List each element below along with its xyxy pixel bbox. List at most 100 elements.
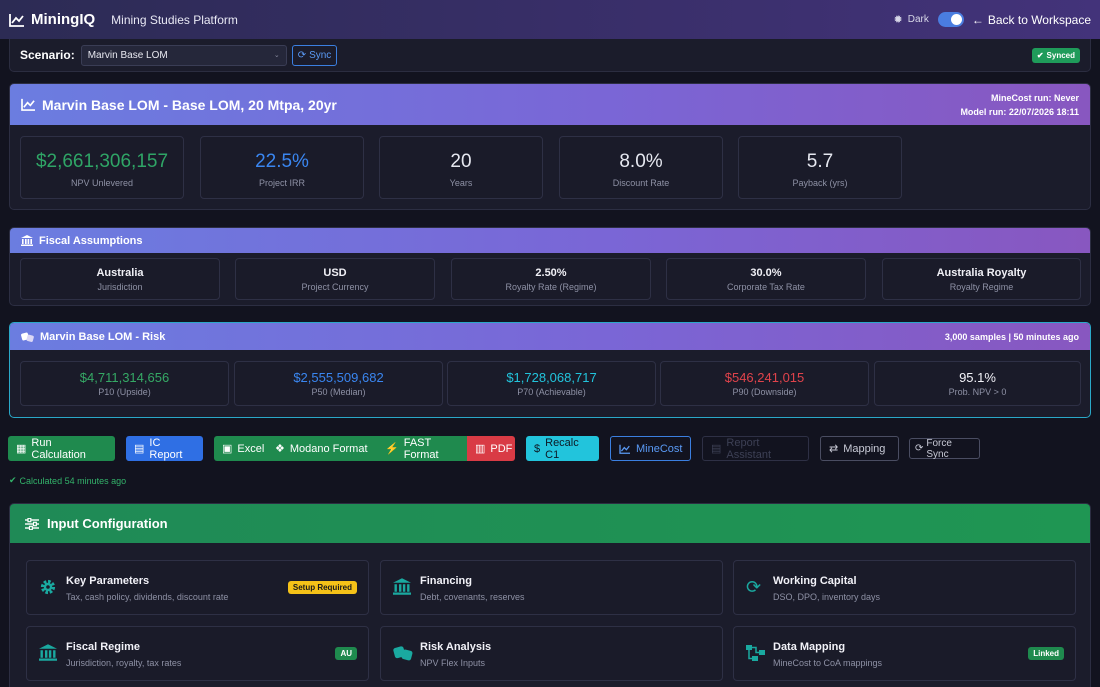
tile-title: Financing <box>420 575 472 587</box>
mapping-button[interactable]: ⇄ Mapping <box>820 436 899 461</box>
run-calculation-button[interactable]: ▦ Run Calculation <box>8 436 115 461</box>
pdf-export-button[interactable]: ▥ PDF <box>467 436 515 461</box>
file-pdf-icon: ▥ <box>475 443 486 455</box>
dark-mode-toggle[interactable] <box>937 12 964 27</box>
sliders-icon <box>25 517 39 530</box>
input-configuration-header: Input Configuration <box>10 504 1090 543</box>
tile-description: MineCost to CoA mappings <box>773 658 883 668</box>
kpi-value: 22.5% <box>255 151 309 172</box>
arrow-left-icon: ← <box>971 12 984 27</box>
risk-value: 95.1% <box>959 370 996 385</box>
tile-key-parameters[interactable]: Key Parameters Tax, cash policy, dividen… <box>26 560 369 615</box>
risk-label: Prob. NPV > 0 <box>948 387 1007 397</box>
risk-title: Marvin Base LOM - Risk <box>40 330 166 343</box>
brand[interactable]: MiningIQ <box>9 11 95 28</box>
setup-required-badge: Setup Required <box>287 581 357 594</box>
tile-fiscal-regime[interactable]: Fiscal Regime Jurisdiction, royalty, tax… <box>26 626 369 681</box>
dice-icon <box>21 331 34 343</box>
sync-icon: ⟳ <box>746 577 762 597</box>
minecost-run-status: MineCost run: Never <box>990 92 1079 103</box>
sync-button-label: Sync <box>309 49 332 61</box>
modano-label: Modano Format <box>289 442 368 455</box>
risk-samples-meta: 3,000 samples | 50 minutes ago <box>944 331 1079 342</box>
input-configuration-card: Input Configuration Key Parameters Tax, … <box>9 503 1091 687</box>
risk-label: P10 (Upside) <box>98 387 151 397</box>
fast-label: FAST Format <box>403 436 439 461</box>
check-circle-icon: ✔ <box>1036 50 1044 60</box>
gear-icon: ✹ <box>893 14 903 26</box>
tile-data-mapping[interactable]: Data Mapping MineCost to CoA mappings Li… <box>733 626 1076 681</box>
ic-report-button[interactable]: ▤ IC Report <box>126 436 203 461</box>
file-icon: ▤ <box>134 443 145 455</box>
calculation-status-label: Calculated 54 minutes ago <box>19 475 127 486</box>
flow-icon <box>746 644 766 664</box>
kpi-value: 20 <box>450 151 472 172</box>
synced-status-badge: ✔ Synced <box>1031 47 1080 63</box>
cubes-icon: ❖ <box>275 443 285 455</box>
excel-export-button[interactable]: ▣ Excel <box>214 436 266 461</box>
kpi-value: $2,661,306,157 <box>35 151 169 172</box>
model-summary-card: Marvin Base LOM - Base LOM, 20 Mtpa, 20y… <box>9 83 1091 210</box>
file-icon: ▤ <box>711 443 722 455</box>
tile-description: Jurisdiction, royalty, tax rates <box>66 658 182 668</box>
risk-value: $4,711,314,656 <box>79 370 170 385</box>
exchange-icon: ⇄ <box>829 443 839 455</box>
fiscal-value: Australia <box>96 267 144 279</box>
fast-format-button[interactable]: ⚡ FAST Format <box>377 436 467 461</box>
risk-card: Marvin Base LOM - Risk 3,000 samples | 5… <box>9 322 1091 418</box>
calculator-icon: ▦ <box>16 443 27 455</box>
model-run-timestamp: Model run: 22/07/2026 18:11 <box>960 106 1079 117</box>
model-summary-header: Marvin Base LOM - Base LOM, 20 Mtpa, 20y… <box>10 84 1090 125</box>
mapping-label: Mapping <box>843 442 886 455</box>
tile-title: Data Mapping <box>773 641 846 653</box>
bank-icon <box>39 644 59 664</box>
kpi-value: 5.7 <box>806 151 834 172</box>
tile-title: Key Parameters <box>66 575 150 587</box>
risk-value: $1,728,068,717 <box>506 370 597 385</box>
kpi-years: 20 Years <box>379 136 543 199</box>
kpi-label: Discount Rate <box>612 178 670 188</box>
chart-line-icon <box>619 444 631 454</box>
minecost-button[interactable]: MineCost <box>610 436 691 461</box>
kpi-payback: 5.7 Payback (yrs) <box>738 136 902 199</box>
risk-label: P50 (Median) <box>311 387 366 397</box>
dollar-icon: $ <box>534 442 541 455</box>
kpi-label: Years <box>449 178 473 188</box>
chevron-down-icon: ⌄ <box>273 52 280 59</box>
tile-working-capital[interactable]: ⟳ Working Capital DSO, DPO, inventory da… <box>733 560 1076 615</box>
scenario-selected-value: Marvin Base LOM <box>87 49 168 61</box>
tile-description: Tax, cash policy, dividends, discount ra… <box>66 592 229 602</box>
risk-p90: $546,241,015 P90 (Downside) <box>660 361 869 406</box>
force-sync-label: Force Sync <box>926 437 952 460</box>
tile-risk-analysis[interactable]: Risk Analysis NPV Flex Inputs <box>380 626 723 681</box>
fiscal-item-tax-rate: 30.0% Corporate Tax Rate <box>666 258 866 300</box>
force-sync-button[interactable]: ⟳ Force Sync <box>909 437 980 460</box>
modano-format-button[interactable]: ❖ Modano Format <box>266 436 377 461</box>
brand-name: MiningIQ <box>31 11 96 28</box>
fiscal-label: Jurisdiction <box>97 282 143 292</box>
risk-p50: $2,555,509,682 P50 (Median) <box>234 361 443 406</box>
tile-title: Risk Analysis <box>420 641 492 653</box>
refresh-icon: ⟳ <box>915 443 924 454</box>
risk-label: P90 (Downside) <box>732 387 797 397</box>
scenario-label: Scenario: <box>20 48 75 62</box>
risk-prob-npv: 95.1% Prob. NPV > 0 <box>874 361 1081 406</box>
fiscal-title-wrap: Fiscal Assumptions <box>21 235 143 247</box>
kpi-project-irr: 22.5% Project IRR <box>200 136 364 199</box>
fiscal-label: Royalty Regime <box>949 282 1014 292</box>
scenario-select[interactable]: Marvin Base LOM ⌄ <box>80 44 287 66</box>
gear-icon <box>39 578 59 598</box>
minecost-label: MineCost <box>636 442 683 455</box>
risk-value: $546,241,015 <box>724 370 805 385</box>
back-to-workspace-link[interactable]: ← Back to Workspace <box>972 13 1091 27</box>
fiscal-title: Fiscal Assumptions <box>39 234 143 247</box>
recalc-c1-button[interactable]: $ Recalc C1 <box>526 436 599 461</box>
sync-button[interactable]: ⟳ Sync <box>291 44 338 66</box>
kpi-label: NPV Unlevered <box>70 178 134 188</box>
tile-financing[interactable]: Financing Debt, covenants, reserves <box>380 560 723 615</box>
report-assistant-button[interactable]: ▤ Report Assistant <box>702 436 809 461</box>
chart-line-icon <box>21 98 36 111</box>
file-excel-icon: ▣ <box>222 443 233 455</box>
fiscal-item-currency: USD Project Currency <box>235 258 435 300</box>
fiscal-item-royalty-rate: 2.50% Royalty Rate (Regime) <box>451 258 651 300</box>
